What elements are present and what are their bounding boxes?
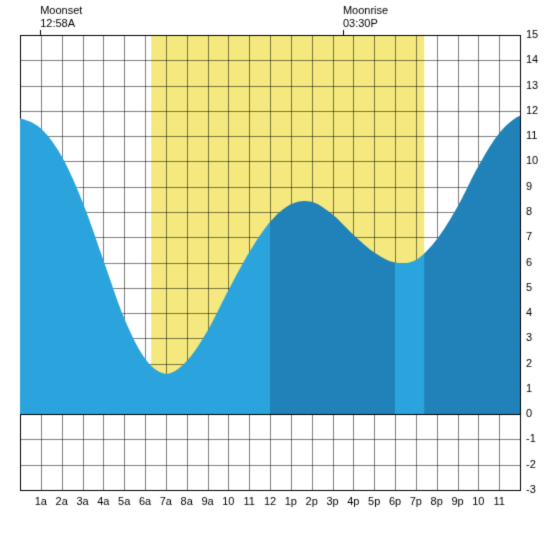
- tide-chart: [0, 0, 550, 550]
